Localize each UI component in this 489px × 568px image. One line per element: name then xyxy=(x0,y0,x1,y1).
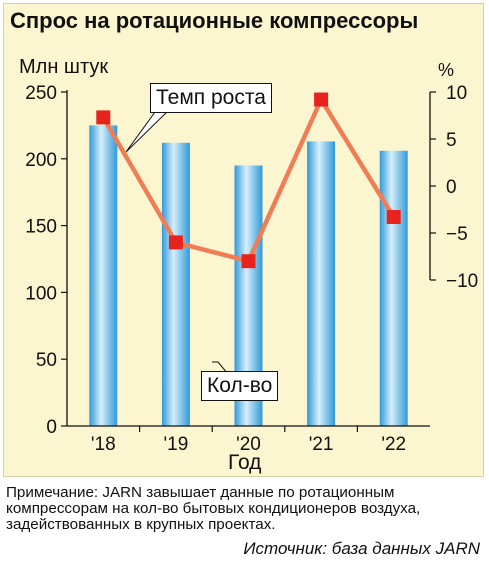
x-tick-label: '18 xyxy=(91,434,116,455)
source-credit: Источник: база данных JARN xyxy=(243,539,480,558)
y2-tick-label: −10 xyxy=(446,271,478,292)
rate-point-4 xyxy=(386,210,401,225)
bar-0 xyxy=(89,125,118,427)
y2-tick-label: 0 xyxy=(446,177,457,198)
x-axis-label: Год xyxy=(228,451,262,474)
legend-growth-rate: Темп роста xyxy=(150,83,272,113)
y-tick-label: 250 xyxy=(25,83,57,104)
y-tick-label: 100 xyxy=(25,283,57,304)
rate-point-3 xyxy=(314,92,329,107)
x-tick-label: '22 xyxy=(381,434,406,455)
y2-tick-label: 5 xyxy=(446,130,457,151)
bar-4 xyxy=(379,150,408,426)
qty-callout-pointer xyxy=(212,361,229,375)
legend-quantity: Кол-во xyxy=(201,371,279,401)
y-tick-label: 150 xyxy=(25,217,57,238)
rate-point-1 xyxy=(168,235,183,250)
x-tick-label: '19 xyxy=(164,434,189,455)
y2-tick-label: 10 xyxy=(446,83,467,104)
rate-point-2 xyxy=(241,254,256,269)
y2-tick-label: −5 xyxy=(446,224,468,245)
x-tick-label: '21 xyxy=(309,434,334,455)
y-tick-label: 50 xyxy=(36,350,57,371)
y-tick-label: 200 xyxy=(25,150,57,171)
chart-title: Спрос на ротационные компрессоры xyxy=(10,8,419,33)
x-tick-label: '20 xyxy=(236,434,261,455)
y-tick-label: 0 xyxy=(46,417,57,438)
footnote: Примечание: JARN завышает данные по рота… xyxy=(6,484,421,533)
bar-1 xyxy=(161,142,190,426)
y-axis-label-left: Млн штук xyxy=(19,56,109,78)
rate-point-0 xyxy=(96,110,111,125)
y-axis-label-right: % xyxy=(438,60,455,80)
bar-3 xyxy=(307,141,336,426)
